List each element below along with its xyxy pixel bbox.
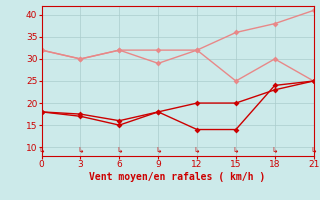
- Text: ↳: ↳: [233, 147, 239, 156]
- X-axis label: Vent moyen/en rafales ( km/h ): Vent moyen/en rafales ( km/h ): [90, 172, 266, 182]
- Text: ↳: ↳: [155, 147, 161, 156]
- Text: ↳: ↳: [77, 147, 84, 156]
- Text: ↳: ↳: [194, 147, 200, 156]
- Text: ↳: ↳: [116, 147, 123, 156]
- Text: ↳: ↳: [272, 147, 278, 156]
- Text: ↳: ↳: [310, 147, 317, 156]
- Text: ↳: ↳: [38, 147, 45, 156]
